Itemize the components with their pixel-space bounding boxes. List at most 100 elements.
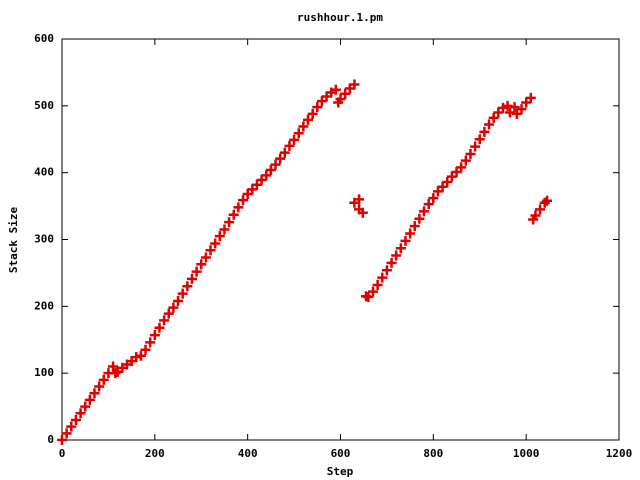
point [261, 170, 272, 181]
point [196, 259, 207, 270]
point [511, 108, 522, 119]
point [289, 134, 300, 145]
point [395, 243, 406, 254]
point [497, 102, 508, 113]
chart-title: rushhour.1.pm [297, 11, 383, 24]
point [504, 107, 515, 118]
y-tick-label: 200 [34, 299, 54, 312]
point [214, 231, 225, 242]
point [251, 179, 262, 190]
y-axis-label: Stack Size [7, 207, 20, 274]
point [419, 206, 430, 217]
point [432, 186, 443, 197]
point [456, 162, 467, 173]
point [330, 84, 341, 95]
point [386, 257, 397, 268]
x-tick-label: 1200 [606, 447, 633, 460]
point [516, 104, 527, 115]
point [303, 114, 314, 125]
point [423, 199, 434, 210]
point [349, 79, 360, 90]
point [451, 166, 462, 177]
point [479, 126, 490, 137]
x-tick-label: 1000 [513, 447, 540, 460]
point [437, 181, 448, 192]
point [224, 217, 235, 228]
point [238, 195, 249, 206]
point [75, 408, 86, 419]
point [163, 308, 174, 319]
point [210, 238, 221, 249]
point [442, 177, 453, 188]
point [200, 252, 211, 263]
point [363, 291, 374, 302]
point [372, 279, 383, 290]
point [149, 330, 160, 341]
point [484, 119, 495, 130]
point [542, 195, 553, 206]
point [228, 209, 239, 220]
point [525, 92, 536, 103]
point [493, 107, 504, 118]
point [233, 202, 244, 213]
x-tick-label: 800 [423, 447, 443, 460]
point [377, 272, 388, 283]
x-tick-label: 400 [238, 447, 258, 460]
point [502, 100, 513, 111]
point [205, 245, 216, 256]
y-tick-label: 600 [34, 32, 54, 45]
point [145, 337, 156, 348]
point [465, 148, 476, 159]
point [446, 171, 457, 182]
point [474, 134, 485, 145]
point [94, 381, 105, 392]
point [98, 374, 109, 385]
point [400, 235, 411, 246]
y-tick-label: 400 [34, 166, 54, 179]
point [66, 421, 77, 432]
y-tick-label: 300 [34, 233, 54, 246]
point [265, 164, 276, 175]
point [354, 194, 365, 205]
point [159, 315, 170, 326]
point [316, 96, 327, 107]
point [307, 108, 318, 119]
point [177, 288, 188, 299]
point [521, 97, 532, 108]
point [154, 322, 165, 333]
point [131, 352, 142, 363]
point [89, 388, 100, 399]
point [428, 193, 439, 204]
point [242, 189, 253, 200]
point [173, 295, 184, 306]
point [70, 414, 81, 425]
x-tick-label: 200 [145, 447, 165, 460]
point [367, 286, 378, 297]
y-tick-label: 0 [47, 433, 54, 446]
x-axis-label: Step [327, 465, 354, 478]
point [182, 281, 193, 292]
point [293, 128, 304, 139]
point [108, 361, 119, 372]
point [470, 141, 481, 152]
point [391, 250, 402, 261]
point [414, 213, 425, 224]
point [256, 175, 267, 186]
point [284, 140, 295, 151]
point [80, 401, 91, 412]
x-tick-label: 0 [59, 447, 66, 460]
point [405, 228, 416, 239]
point [312, 102, 323, 113]
point [335, 94, 346, 105]
point [279, 147, 290, 158]
point [298, 121, 309, 132]
point [168, 302, 179, 313]
point [381, 265, 392, 276]
point [357, 207, 368, 218]
point [409, 221, 420, 232]
point [140, 344, 151, 355]
point [61, 428, 72, 439]
point [275, 153, 286, 164]
